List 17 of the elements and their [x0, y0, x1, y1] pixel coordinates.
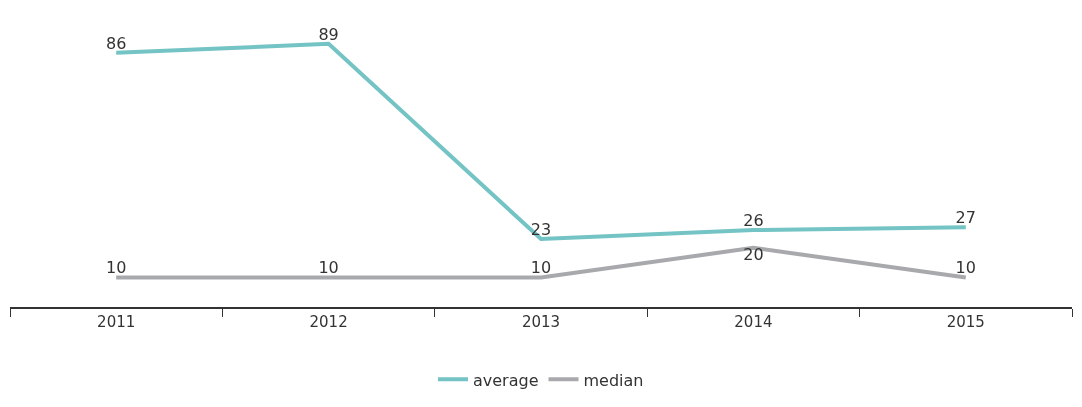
data-label: 27 [955, 208, 976, 228]
data-label: 20 [743, 244, 764, 264]
data-label: 89 [318, 24, 339, 44]
data-label: 10 [530, 258, 552, 278]
data-label: 10 [318, 258, 339, 278]
data-label: 10 [106, 258, 127, 278]
data-label: 23 [530, 219, 552, 239]
data-label: 86 [106, 33, 127, 53]
x-tick-label: 2015 [946, 312, 985, 331]
x-tick-label: 2011 [97, 312, 136, 331]
x-tick-label: 2012 [309, 312, 348, 331]
x-tick-label: 2013 [521, 312, 561, 331]
x-tick-label: 2014 [734, 312, 773, 331]
data-label: 26 [743, 211, 764, 231]
legend-label: average [473, 370, 539, 390]
legend-label: median [583, 370, 644, 390]
data-label: 10 [955, 258, 976, 278]
